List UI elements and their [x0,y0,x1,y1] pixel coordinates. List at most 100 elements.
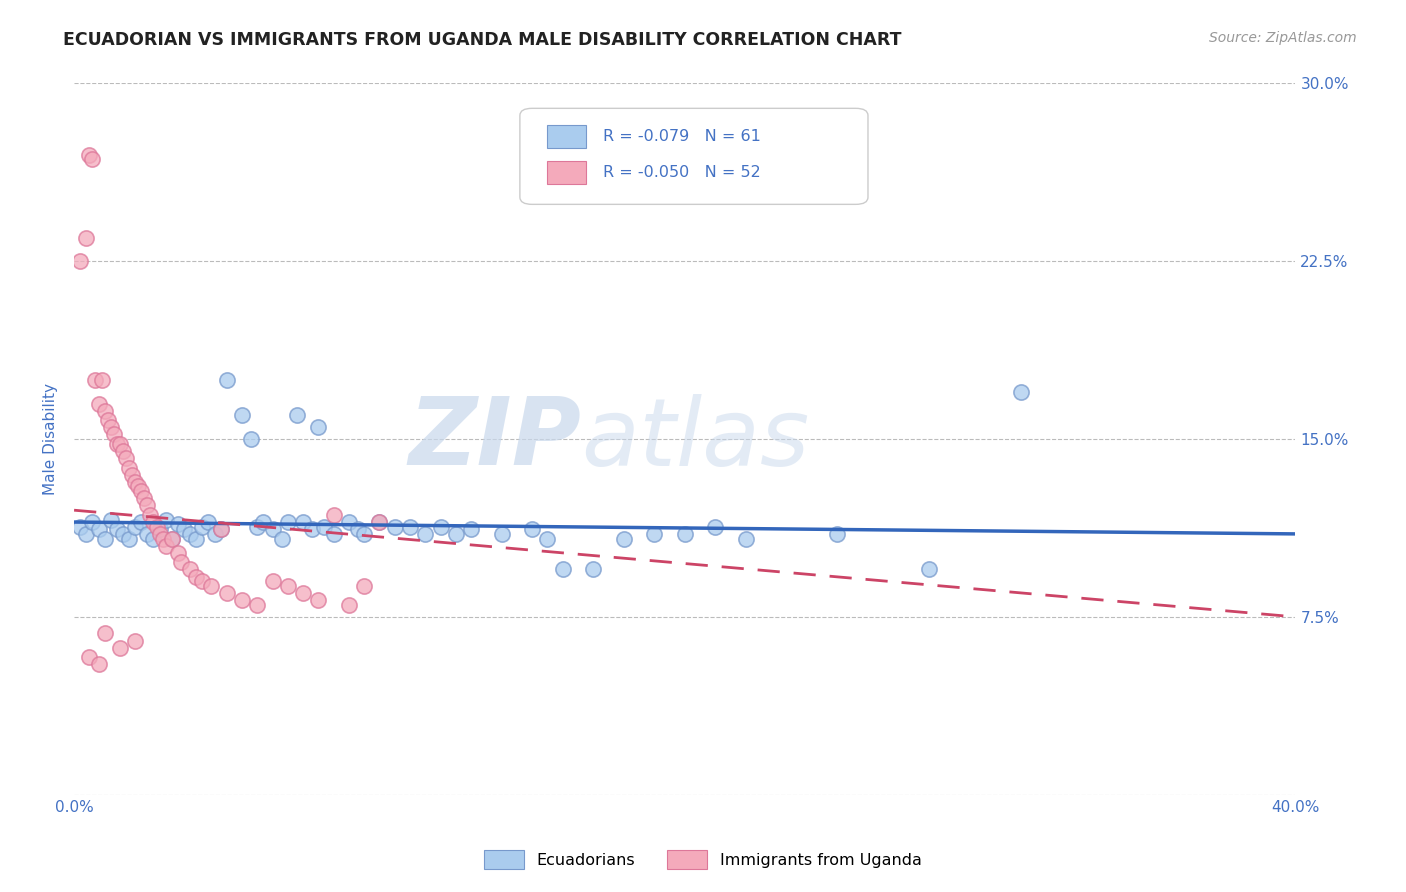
Point [200,579,222,593]
Point [353,579,375,593]
Point [118,532,141,546]
Point [145,520,167,534]
Point [108,640,131,655]
Point [368,515,391,529]
Point [353,527,375,541]
Point [191,520,214,534]
Point [240,432,263,446]
Point [827,527,849,541]
Point [100,513,122,527]
Point [118,460,141,475]
Point [136,499,159,513]
Point [173,522,195,536]
Point [97,413,120,427]
Point [108,437,131,451]
Point [231,593,253,607]
Point [179,527,201,541]
Point [322,527,344,541]
Point [179,562,201,576]
Point [139,508,162,522]
Point [399,520,422,534]
Point [582,562,605,576]
Point [444,527,467,541]
Point [191,574,214,589]
Point [129,515,152,529]
Point [105,437,128,451]
Point [121,467,143,482]
Point [79,650,101,665]
Point [160,532,183,546]
Point [152,532,174,546]
Point [186,569,208,583]
Point [262,574,284,589]
Point [246,520,269,534]
Point [82,153,104,167]
Point [82,515,104,529]
Point [734,532,756,546]
Point [277,515,299,529]
Point [142,515,165,529]
Point [536,532,558,546]
Point [75,527,97,541]
Point [160,532,183,546]
Point [252,515,274,529]
Point [215,373,238,387]
Point [93,403,115,417]
Point [127,479,149,493]
Point [134,491,156,506]
Point [69,254,91,268]
Point [100,420,122,434]
Point [186,532,208,546]
Point [231,409,253,423]
Point [520,522,543,536]
FancyBboxPatch shape [547,126,586,148]
Point [215,586,238,600]
Point [149,522,172,536]
Point [337,515,360,529]
Point [314,520,336,534]
Point [124,475,146,489]
Text: Source: ZipAtlas.com: Source: ZipAtlas.com [1209,31,1357,45]
Point [673,527,696,541]
Point [142,532,165,546]
Point [384,520,406,534]
Point [368,515,391,529]
Point [285,409,308,423]
Point [167,517,190,532]
Point [84,373,107,387]
Point [136,527,159,541]
Point [1010,384,1032,399]
Point [87,657,110,672]
Point [155,513,177,527]
Point [111,444,134,458]
Point [124,520,146,534]
Point [322,508,344,522]
Point [103,427,125,442]
Legend: Ecuadorians, Immigrants from Uganda: Ecuadorians, Immigrants from Uganda [478,844,928,875]
Text: ZIP: ZIP [408,393,581,485]
Point [197,515,219,529]
Point [87,396,110,410]
Point [262,522,284,536]
Point [307,593,329,607]
Point [918,562,941,576]
Point [155,539,177,553]
Text: atlas: atlas [581,393,810,484]
Point [613,532,636,546]
Point [292,586,315,600]
Point [204,527,226,541]
Text: ECUADORIAN VS IMMIGRANTS FROM UGANDA MALE DISABILITY CORRELATION CHART: ECUADORIAN VS IMMIGRANTS FROM UGANDA MAL… [63,31,901,49]
Point [307,420,329,434]
Point [270,532,292,546]
Point [643,527,665,541]
Point [129,484,152,499]
Point [246,598,269,612]
Point [149,527,172,541]
Point [337,598,360,612]
Point [105,522,128,536]
Point [124,633,146,648]
Point [170,555,193,569]
Point [292,515,315,529]
Point [460,522,482,536]
Point [75,230,97,244]
